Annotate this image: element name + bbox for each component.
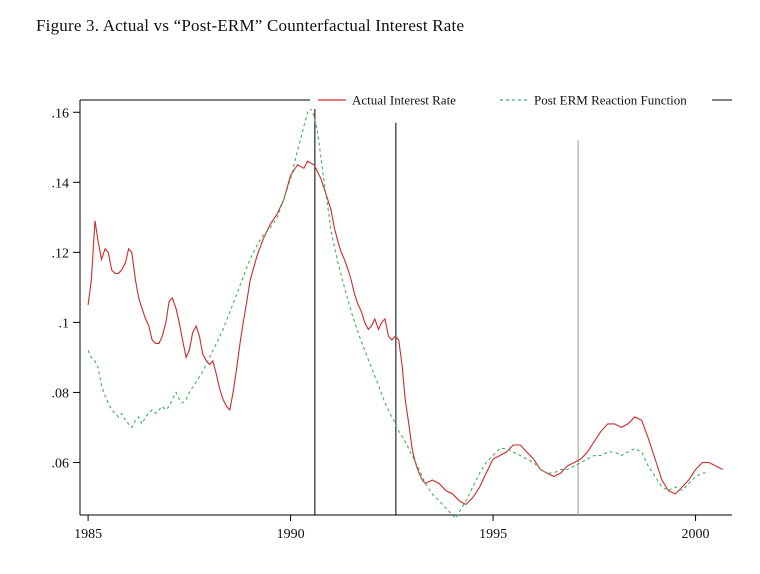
y-tick-label: .06 bbox=[52, 456, 70, 471]
legend-label-1: Post ERM Reaction Function bbox=[534, 93, 687, 108]
legend-box bbox=[310, 91, 712, 109]
y-tick-label: .16 bbox=[52, 106, 70, 121]
legend-label-0: Actual Interest Rate bbox=[352, 93, 456, 108]
series-actual bbox=[87, 160, 723, 506]
series-counterfactual bbox=[87, 107, 709, 520]
figure-title: Figure 3. Actual vs “Post-ERM” Counterfa… bbox=[36, 16, 465, 35]
y-tick-label: .1 bbox=[59, 316, 70, 331]
y-tick-label: .08 bbox=[52, 386, 70, 401]
y-tick-label: .14 bbox=[52, 176, 70, 191]
y-tick-label: .12 bbox=[52, 246, 70, 261]
x-tick-label: 1990 bbox=[277, 527, 305, 542]
x-tick-label: 1995 bbox=[479, 527, 507, 542]
x-tick-label: 2000 bbox=[682, 527, 710, 542]
x-tick-label: 1985 bbox=[74, 527, 102, 542]
